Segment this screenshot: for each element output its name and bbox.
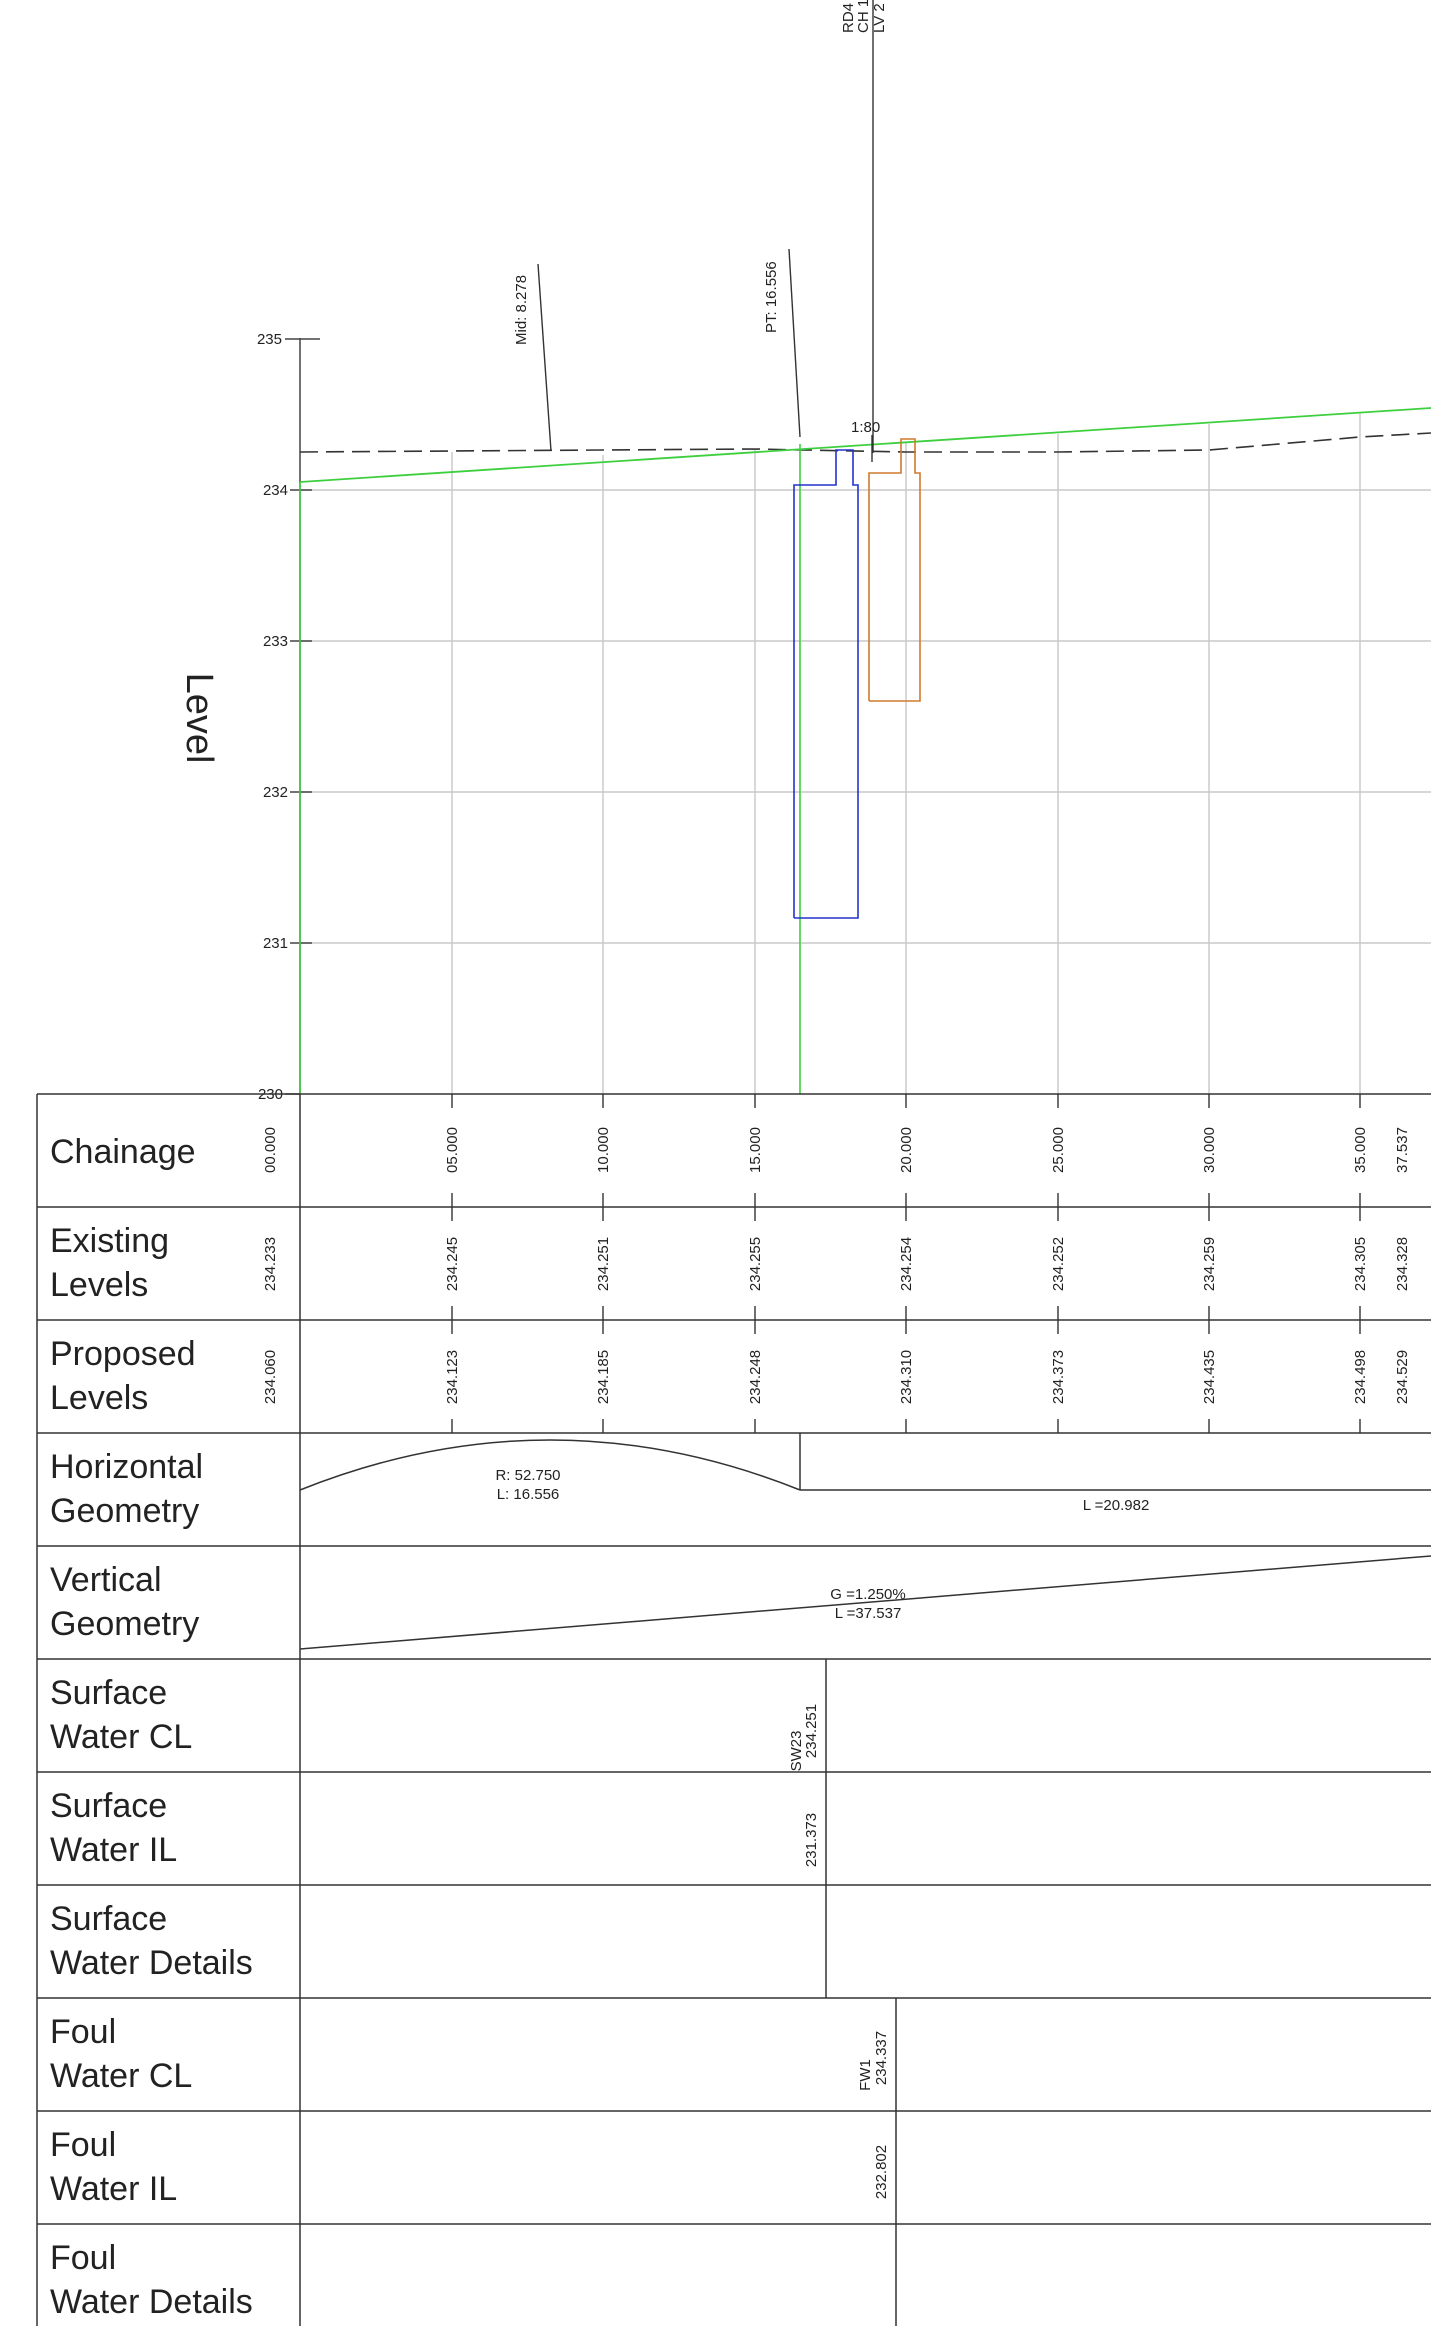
vertical-length: L =37.537 bbox=[835, 1605, 902, 1622]
table-grid bbox=[36, 1093, 1431, 2326]
row-label-horizontal-geometry: Horizontal Geometry bbox=[50, 1448, 203, 1530]
proposed-level-value: 234.435 bbox=[1201, 1350, 1218, 1404]
proposed-level-value: 234.498 bbox=[1352, 1350, 1369, 1404]
existing-level-value: 234.252 bbox=[1050, 1237, 1067, 1291]
existing-level-value: 234.251 bbox=[595, 1237, 612, 1291]
data-table: Chainage Existing Levels Proposed Levels H… bbox=[36, 1093, 1431, 2326]
proposed-level-value: 234.248 bbox=[747, 1350, 764, 1404]
existing-level-value: 234.254 bbox=[898, 1237, 915, 1291]
chainage-value: 20.000 bbox=[898, 1127, 915, 1173]
existing-ground-line bbox=[299, 432, 1431, 453]
foul-water-cl-id: FW1 bbox=[857, 2059, 874, 2091]
row-label-foul-water-details: Foul Water Details bbox=[50, 2239, 253, 2321]
existing-level-value: 234.245 bbox=[444, 1237, 461, 1291]
row-label-foul-water-il: Foul Water IL bbox=[50, 2126, 177, 2208]
vertical-grade: G =1.250% bbox=[830, 1586, 905, 1603]
foul-water-structure bbox=[868, 438, 921, 702]
chainage-gridlines bbox=[451, 413, 1361, 1094]
proposed-level-value: 234.310 bbox=[898, 1350, 915, 1404]
chainage-value: 10.000 bbox=[595, 1127, 612, 1173]
level-axis-title: Level bbox=[178, 673, 220, 764]
grade-annotation: 1:80 bbox=[851, 419, 880, 436]
proposed-level-value: 234.529 bbox=[1394, 1350, 1411, 1404]
foul-water-cl-value: 234.337 bbox=[873, 2031, 890, 2085]
proposed-level-value: 234.373 bbox=[1050, 1350, 1067, 1404]
proposed-level-value: 234.185 bbox=[595, 1350, 612, 1404]
chainage-value: 00.000 bbox=[262, 1127, 279, 1173]
proposed-level-value: 234.123 bbox=[444, 1350, 461, 1404]
existing-level-value: 234.305 bbox=[1352, 1237, 1369, 1291]
proposed-level-value: 234.060 bbox=[262, 1350, 279, 1404]
level-gridlines bbox=[300, 489, 1431, 944]
mid-leader bbox=[537, 263, 552, 452]
row-label-vertical-geometry: Vertical Geometry bbox=[50, 1561, 199, 1643]
row-label-existing-levels: Existing Levels bbox=[50, 1222, 169, 1304]
tick-label-231: 231 bbox=[263, 935, 288, 952]
chainage-value: 37.537 bbox=[1394, 1127, 1411, 1173]
horizontal-length: L: 16.556 bbox=[497, 1486, 560, 1503]
horizontal-curve bbox=[299, 1439, 801, 1491]
existing-level-value: 234.259 bbox=[1201, 1237, 1218, 1291]
chainage-value: 30.000 bbox=[1201, 1127, 1218, 1173]
chainage-value: 15.000 bbox=[747, 1127, 764, 1173]
tick-label-234: 234 bbox=[263, 482, 288, 499]
existing-level-value: 234.328 bbox=[1394, 1237, 1411, 1291]
row-values: 00.000 05.000 10.000 15.000 20.000 25.000 30.0… bbox=[262, 1127, 1411, 1404]
vertical-grade-line bbox=[299, 1555, 1431, 1650]
horizontal-radius: R: 52.750 bbox=[495, 1467, 560, 1484]
row-label-surface-water-il: Surface Water IL bbox=[50, 1787, 177, 1869]
profile-plot: 235 234 233 232 231 230 Level Mid: 8.278… bbox=[178, 0, 1431, 1103]
pt-leader bbox=[788, 248, 801, 438]
row-label-surface-water-details: Surface Water Details bbox=[50, 1900, 253, 1982]
pt-annotation: PT: 16.556 bbox=[763, 261, 780, 333]
tick-label-233: 233 bbox=[263, 633, 288, 650]
existing-level-value: 234.233 bbox=[262, 1237, 279, 1291]
existing-level-value: 234.255 bbox=[747, 1237, 764, 1291]
chainage-value: 05.000 bbox=[444, 1127, 461, 1173]
row-ticks bbox=[451, 1094, 1361, 1433]
tick-label-232: 232 bbox=[263, 784, 288, 801]
foul-water-il-value: 232.802 bbox=[873, 2145, 890, 2199]
row-label-surface-water-cl: Surface Water CL bbox=[50, 1674, 192, 1756]
surface-water-cl-value: 234.251 bbox=[803, 1704, 820, 1758]
row-label-proposed-levels: Proposed Levels bbox=[50, 1335, 196, 1417]
chainage-value: 35.000 bbox=[1352, 1127, 1369, 1173]
horizontal-straight-length: L =20.982 bbox=[1083, 1497, 1150, 1514]
surface-water-cl-id: SW23 bbox=[788, 1731, 805, 1772]
vertex-annotation-ch: CH 1 bbox=[855, 0, 872, 33]
chainage-value: 25.000 bbox=[1050, 1127, 1067, 1173]
proposed-level-line bbox=[299, 407, 1431, 483]
row-label-chainage: Chainage bbox=[50, 1133, 196, 1171]
surface-water-il-value: 231.373 bbox=[803, 1813, 820, 1867]
surface-water-structure bbox=[793, 449, 859, 919]
tick-label-235: 235 bbox=[257, 331, 282, 348]
vertex-annotation-lv: LV 2 bbox=[871, 3, 888, 33]
mid-annotation: Mid: 8.278 bbox=[513, 275, 530, 345]
row-label-foul-water-cl: Foul Water CL bbox=[50, 2013, 192, 2095]
vertex-annotation-rd4: RD4 bbox=[840, 3, 857, 33]
